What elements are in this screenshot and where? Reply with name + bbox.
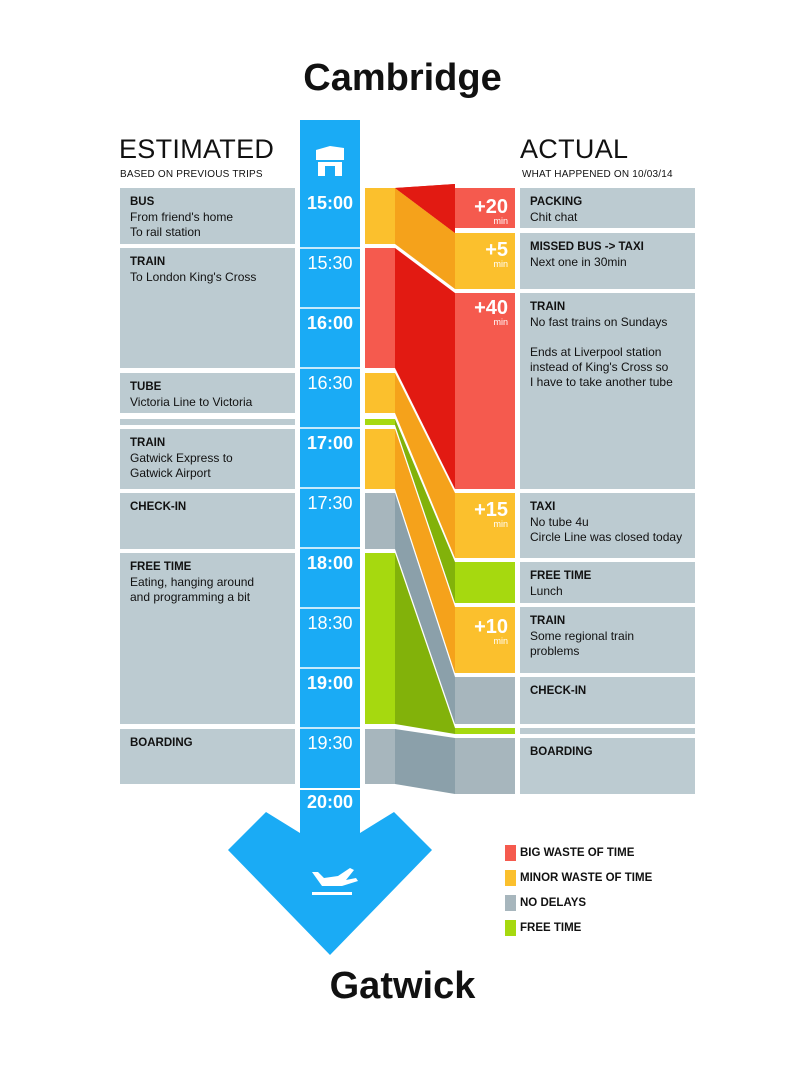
delay-value: +15 [474, 499, 508, 521]
actual-item-desc: Lunch [530, 584, 563, 598]
estimated-subheading: BASED ON PREVIOUS TRIPS [120, 169, 263, 180]
actual-item-title: CHECK-IN [530, 685, 587, 697]
estimated-item-train: TRAIN To London King's Cross [120, 248, 295, 368]
time-1600: 16:00 [306, 313, 354, 333]
delay-unit: min [493, 259, 508, 269]
legend-swatch [505, 845, 516, 861]
estimated-item-title: BUS [130, 196, 155, 208]
time-2000: 20:00 [306, 792, 354, 812]
legend-label: NO DELAYS [520, 897, 587, 909]
actual-item-packing: PACKING Chit chat [520, 188, 695, 228]
delay-badge: +10 min [455, 617, 515, 646]
estimated-item-boarding: BOARDING [120, 729, 295, 784]
delay-value: +5 [485, 239, 508, 261]
actual-item-desc: Chit chat [530, 210, 578, 224]
actual-item-train-2: TRAIN Some regional train problems [520, 607, 695, 673]
estimated-item-desc: From friend's home To rail station [130, 210, 233, 239]
actual-item-title: TRAIN [530, 615, 566, 627]
actual-item-train: TRAIN No fast trains on Sundays Ends at … [520, 293, 695, 489]
time-1630: 16:30 [307, 373, 353, 393]
actual-item-title: PACKING [530, 196, 583, 208]
delay-badge: +40 min [455, 298, 515, 327]
time-1800: 18:00 [306, 553, 354, 573]
delay-value: +10 [474, 616, 508, 638]
estimated-item-title: TRAIN [130, 256, 166, 268]
estimated-item-title: TUBE [130, 381, 162, 393]
actual-heading: ACTUAL [520, 134, 629, 164]
actual-item-taxi: MISSED BUS -> TAXI Next one in 30min [520, 233, 695, 289]
actual-item-taxi-2: TAXI No tube 4u Circle Line was closed t… [520, 493, 695, 558]
time-1700: 17:00 [306, 433, 354, 453]
actual-item-desc: Some regional train problems [530, 629, 635, 658]
actual-item-title: BOARDING [530, 746, 593, 758]
estimated-heading: ESTIMATED [119, 134, 275, 164]
legend-label: MINOR WASTE OF TIME [520, 872, 653, 884]
estimated-item-free-time: FREE TIME Eating, hanging around and pro… [120, 553, 295, 724]
estimated-item-train-express: TRAIN Gatwick Express to Gatwick Airport [120, 429, 295, 489]
delay-unit: min [493, 519, 508, 529]
actual-subheading: WHAT HAPPENED ON 10/03/14 [522, 169, 673, 180]
estimated-item-desc: To London King's Cross [130, 270, 257, 284]
legend-label: BIG WASTE OF TIME [520, 847, 635, 859]
legend-label: FREE TIME [520, 922, 582, 934]
delay-unit: min [493, 216, 508, 226]
actual-item-title: MISSED BUS -> TAXI [530, 241, 644, 253]
time-1830: 18:30 [307, 613, 353, 633]
estimated-item-title: CHECK-IN [130, 501, 187, 513]
estimated-item-desc: Eating, hanging around and programming a… [130, 575, 255, 604]
legend-swatch [505, 870, 516, 886]
delay-value: +40 [474, 297, 508, 319]
actual-item-desc: Next one in 30min [530, 255, 627, 269]
estimated-item-title: BOARDING [130, 737, 193, 749]
time-1500: 15:00 [306, 193, 354, 213]
timeline-end-block [300, 790, 360, 815]
actual-item-desc: No tube 4u Circle Line was closed today [530, 515, 683, 544]
delay-badge: +20 min [455, 197, 515, 226]
estimated-item-title: TRAIN [130, 437, 166, 449]
delay-unit: min [493, 317, 508, 327]
timeline-bar [300, 120, 360, 788]
estimated-item-desc: Victoria Line to Victoria [130, 395, 253, 409]
estimated-item-checkin: CHECK-IN [120, 493, 295, 549]
actual-item-desc: No fast trains on Sundays Ends at Liverp… [530, 315, 673, 389]
time-1530: 15:30 [307, 253, 353, 273]
actual-item-title: FREE TIME [530, 570, 592, 582]
house-icon [316, 146, 344, 176]
delay-unit: min [493, 636, 508, 646]
actual-item-boarding: BOARDING [520, 738, 695, 794]
estimated-item-spacer [120, 419, 295, 425]
actual-item-free-time: FREE TIME Lunch [520, 562, 695, 603]
actual-item-title: TRAIN [530, 301, 566, 313]
estimated-item-bus: BUS From friend's home To rail station [120, 188, 295, 244]
legend-swatch [505, 920, 516, 936]
legend-swatch [505, 895, 516, 911]
airplane-icon [312, 868, 358, 895]
origin-title: Cambridge [303, 57, 502, 99]
actual-item-spacer [520, 728, 695, 734]
estimated-item-desc: Gatwick Express to Gatwick Airport [130, 451, 233, 480]
actual-item-checkin: CHECK-IN [520, 677, 695, 724]
estimated-item-tube: TUBE Victoria Line to Victoria [120, 373, 295, 413]
delay-badge: +5 min [455, 240, 515, 269]
destination-title: Gatwick [329, 965, 476, 1007]
actual-item-title: TAXI [530, 501, 556, 513]
estimated-item-title: FREE TIME [130, 561, 192, 573]
time-1900: 19:00 [306, 673, 354, 693]
time-1730: 17:30 [307, 493, 353, 513]
delay-value: +20 [474, 196, 508, 218]
delay-badge: +15 min [455, 500, 515, 529]
time-1930: 19:30 [307, 733, 353, 753]
